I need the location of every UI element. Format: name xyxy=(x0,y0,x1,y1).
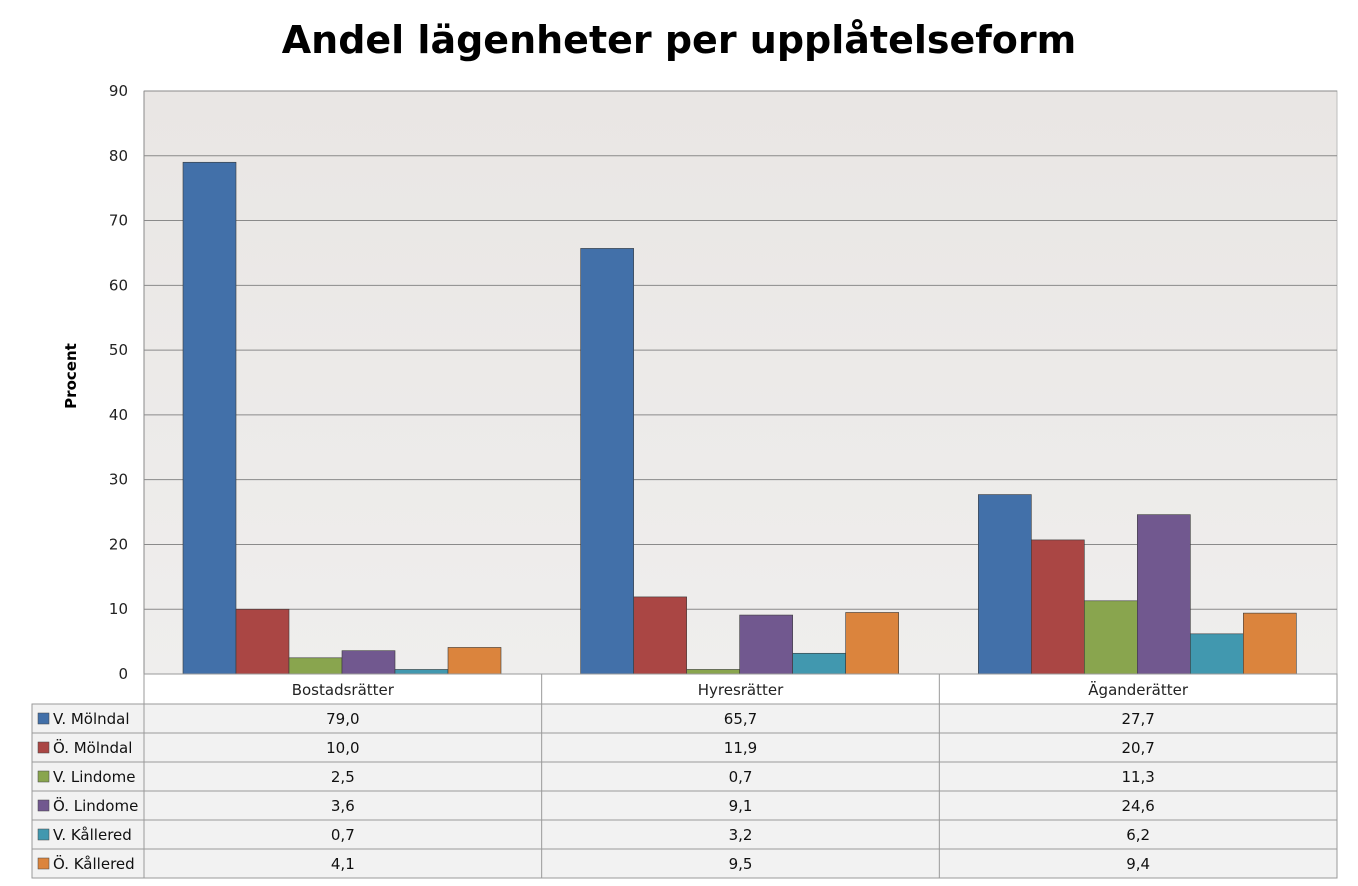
bar xyxy=(1190,633,1244,675)
legend-label: V. Kållered xyxy=(53,826,132,844)
data-label: 20,7 xyxy=(1121,739,1154,757)
data-table: Bostadsrätter Hyresrätter Äganderätter V. M… xyxy=(31,673,1338,879)
bar xyxy=(235,608,290,675)
x-category-label: Bostadsrätter xyxy=(292,681,395,699)
data-label: 65,7 xyxy=(724,710,757,728)
bar xyxy=(394,669,449,675)
bar xyxy=(978,494,1032,675)
chart-title: Andel lägenheter per upplåtelseform xyxy=(281,18,1077,62)
legend-key xyxy=(37,770,50,783)
bar xyxy=(792,652,846,675)
bar xyxy=(1084,600,1138,675)
y-tick-label: 40 xyxy=(109,406,128,424)
data-label: 2,5 xyxy=(331,768,355,786)
y-tick-label: 70 xyxy=(109,212,128,230)
data-label: 0,7 xyxy=(729,768,753,786)
y-axis: 0 10 20 30 40 50 60 70 80 90 xyxy=(109,82,145,683)
data-label: 10,0 xyxy=(326,739,359,757)
data-label: 3,2 xyxy=(729,826,753,844)
data-label: 27,7 xyxy=(1121,710,1154,728)
bar xyxy=(447,647,502,675)
legend-key xyxy=(37,712,50,725)
x-category-label: Äganderätter xyxy=(1088,680,1189,699)
legend-key xyxy=(37,741,50,754)
bar xyxy=(288,657,343,675)
data-label: 6,2 xyxy=(1126,826,1150,844)
bar xyxy=(633,596,687,675)
data-label: 9,4 xyxy=(1126,855,1150,873)
data-label: 9,1 xyxy=(729,797,753,815)
bar xyxy=(1031,539,1085,675)
legend-label: V. Mölndal xyxy=(53,710,130,728)
x-category-label: Hyresrätter xyxy=(698,681,784,699)
y-tick-label: 20 xyxy=(109,535,128,553)
bar xyxy=(739,614,793,675)
y-tick-label: 90 xyxy=(109,82,128,100)
legend-label: Ö. Mölndal xyxy=(53,738,132,757)
data-label: 24,6 xyxy=(1121,797,1154,815)
bar xyxy=(341,650,396,675)
bar xyxy=(1137,514,1191,675)
bar xyxy=(686,669,740,675)
table-header-row xyxy=(143,673,1338,705)
y-tick-label: 30 xyxy=(109,471,128,489)
y-tick-label: 50 xyxy=(109,341,128,359)
bar xyxy=(1243,612,1297,675)
data-label: 9,5 xyxy=(729,855,753,873)
data-label: 11,3 xyxy=(1121,768,1154,786)
legend-label: Ö. Kållered xyxy=(53,854,135,873)
legend-key xyxy=(37,857,50,870)
data-label: 0,7 xyxy=(331,826,355,844)
y-axis-label: Procent xyxy=(62,343,80,409)
data-label: 3,6 xyxy=(331,797,355,815)
legend-label: V. Lindome xyxy=(53,768,135,786)
data-label: 79,0 xyxy=(326,710,359,728)
legend-key xyxy=(37,799,50,812)
data-label: 4,1 xyxy=(331,855,355,873)
bars xyxy=(182,161,1297,675)
bar xyxy=(580,248,634,675)
bar xyxy=(845,612,899,675)
legend-label: Ö. Lindome xyxy=(53,796,138,815)
bar xyxy=(182,161,237,675)
data-label: 11,9 xyxy=(724,739,757,757)
y-tick-label: 10 xyxy=(109,600,128,618)
legend-key xyxy=(37,828,50,841)
y-tick-label: 60 xyxy=(109,276,128,294)
y-tick-label: 80 xyxy=(109,147,128,165)
y-tick-label: 0 xyxy=(118,665,128,683)
